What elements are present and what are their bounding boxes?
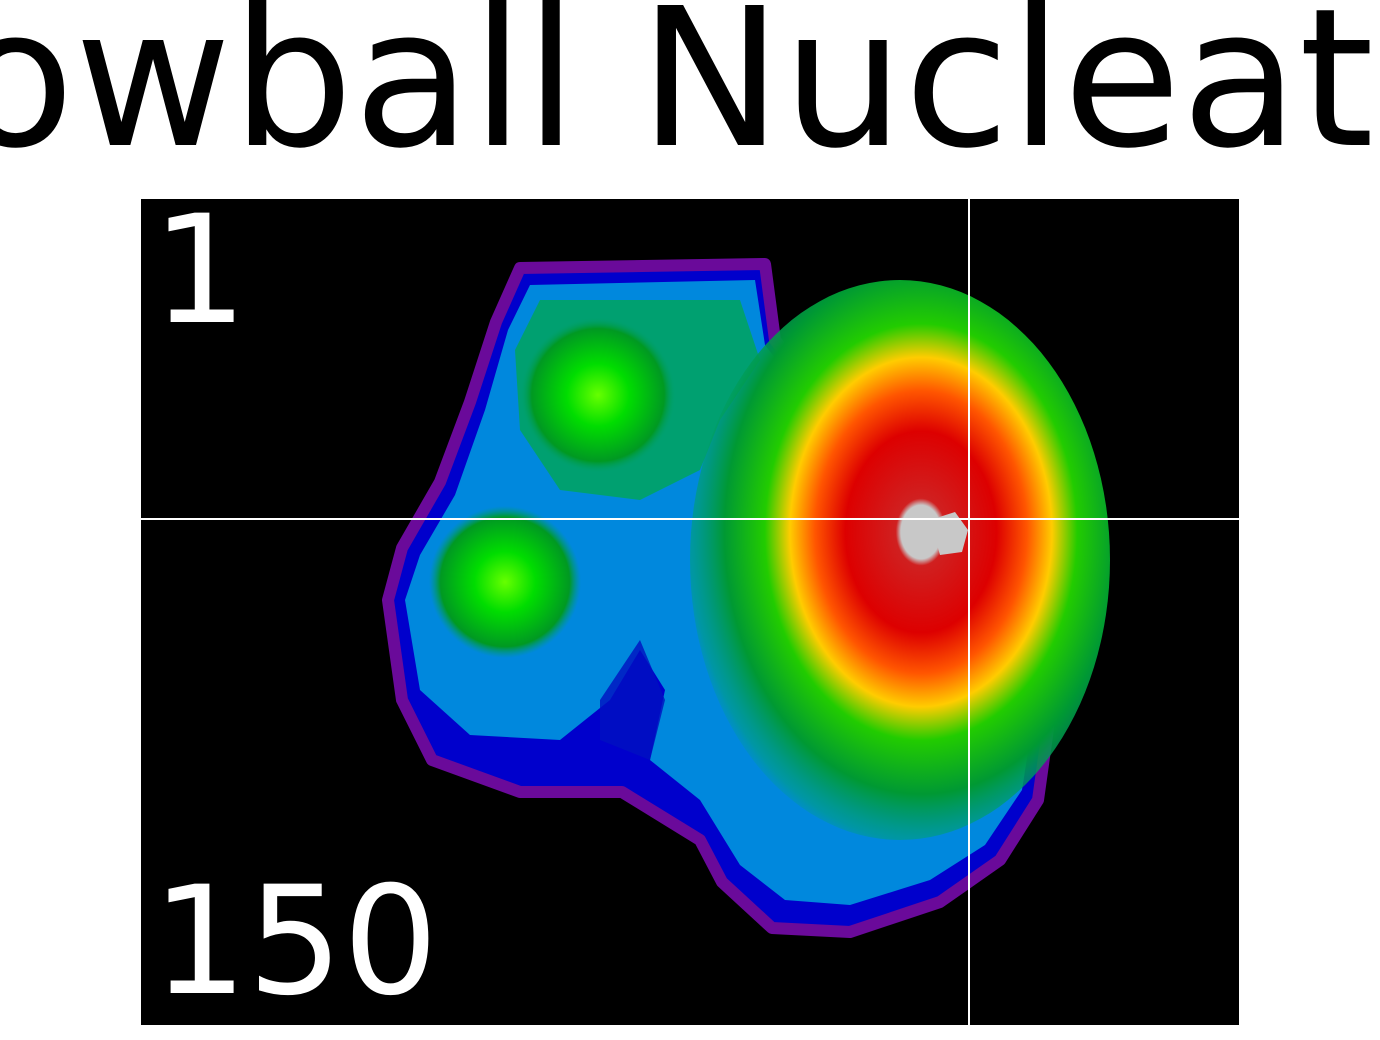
frame-end-label: 150 — [152, 855, 438, 1029]
frame-start-label: 1 — [152, 184, 247, 358]
heatmap-peak-small — [520, 317, 676, 473]
image-panel: 1 150 — [141, 184, 1239, 1029]
title: Snowball Nucleation — [0, 0, 1380, 191]
heatmap-max — [930, 512, 968, 555]
heatmap-peak-main — [690, 280, 1110, 840]
heatmap-dark-channel — [600, 640, 665, 760]
heatmap-peak-small — [429, 506, 581, 658]
